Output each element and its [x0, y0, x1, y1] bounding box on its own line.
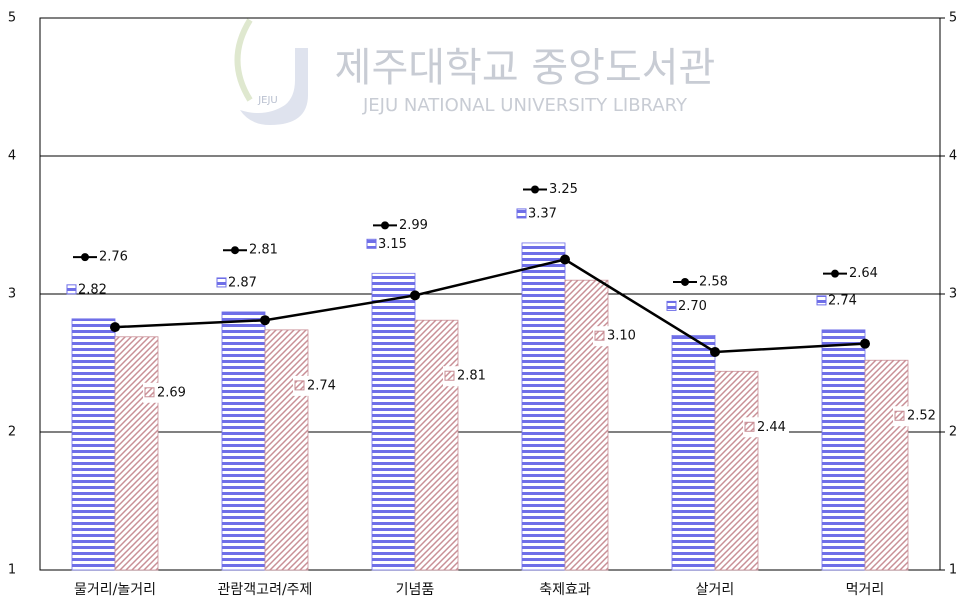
label-key-dot [831, 269, 839, 278]
data-label: 2.52 [907, 409, 936, 424]
y-tick-label: 3 [8, 287, 16, 302]
data-label: 2.74 [307, 378, 336, 393]
bar [71, 318, 116, 571]
line-point [110, 322, 120, 333]
label-key [894, 410, 905, 421]
bar [671, 334, 716, 571]
x-tick-label: 물거리/놀거리 [74, 582, 156, 598]
data-label: 2.99 [399, 218, 428, 233]
data-label: 2.87 [228, 275, 257, 290]
bar [564, 279, 609, 571]
x-tick-label: 살거리 [696, 582, 735, 598]
data-label: 3.15 [378, 237, 407, 252]
bar [821, 329, 866, 571]
data-label: 2.74 [828, 293, 857, 308]
bar [264, 329, 309, 571]
y-tick-label: 2 [8, 425, 16, 440]
data-label: 3.10 [607, 329, 636, 344]
y2-tick-label: 1 [949, 563, 957, 578]
line-point [410, 290, 420, 301]
bar [221, 311, 266, 571]
data-label: 3.37 [528, 206, 557, 221]
label-key [594, 330, 605, 341]
line-point [260, 315, 270, 326]
watermark-title: 제주대학교 중앙도서관 [335, 45, 716, 91]
data-label: 2.81 [249, 243, 278, 258]
bar [864, 359, 909, 571]
line-point [560, 254, 570, 265]
label-key [744, 421, 755, 432]
data-label: 2.76 [99, 250, 128, 265]
label-key [66, 284, 77, 295]
label-key [516, 208, 527, 219]
label-key-dot [381, 221, 389, 230]
label-key [216, 277, 227, 288]
data-label: 2.64 [849, 266, 878, 281]
line [114, 258, 866, 354]
y2-tick-label: 5 [949, 11, 957, 26]
label-key [444, 370, 455, 381]
x-tick-label: 관람객고려/주제 [218, 582, 313, 598]
data-label: 2.69 [157, 385, 186, 400]
data-label: 2.58 [699, 274, 728, 289]
line-point [710, 346, 720, 357]
label-key [816, 295, 827, 306]
bar [521, 242, 566, 571]
x-tick-label: 기념품 [396, 582, 435, 598]
watermark-logo-swoosh [234, 18, 253, 102]
label-key-dot [231, 246, 239, 255]
x-tick-label: 먹거리 [846, 582, 885, 598]
label-key [366, 238, 377, 249]
label-key [666, 300, 677, 311]
data-label: 3.25 [549, 182, 578, 197]
y2-tick-label: 2 [949, 425, 957, 440]
y2-tick-label: 3 [949, 287, 957, 302]
y-tick-label: 4 [8, 149, 16, 164]
x-tick-label: 축제효과 [539, 582, 591, 598]
data-label: 2.81 [457, 369, 486, 384]
label-key-dot [531, 185, 539, 194]
line-point [860, 338, 870, 349]
y-tick-label: 1 [8, 563, 16, 578]
y2-tick-label: 4 [949, 149, 957, 164]
data-label: 2.44 [757, 420, 786, 435]
watermark-subtitle: JEJU NATIONAL UNIVERSITY LIBRARY [362, 95, 688, 116]
data-label: 2.70 [678, 299, 707, 314]
label-key [294, 380, 305, 391]
bar [114, 336, 159, 571]
bar [371, 272, 416, 571]
bar [414, 319, 459, 571]
y-tick-label: 5 [8, 11, 16, 26]
label-key [144, 387, 155, 398]
watermark-logo-shape [240, 48, 308, 125]
label-key-dot [681, 277, 689, 286]
plot-frame [39, 17, 941, 571]
label-key-dot [81, 253, 89, 262]
watermark-logo-text: JEJU [257, 95, 278, 106]
bar [714, 370, 759, 571]
data-label: 2.82 [78, 282, 107, 297]
